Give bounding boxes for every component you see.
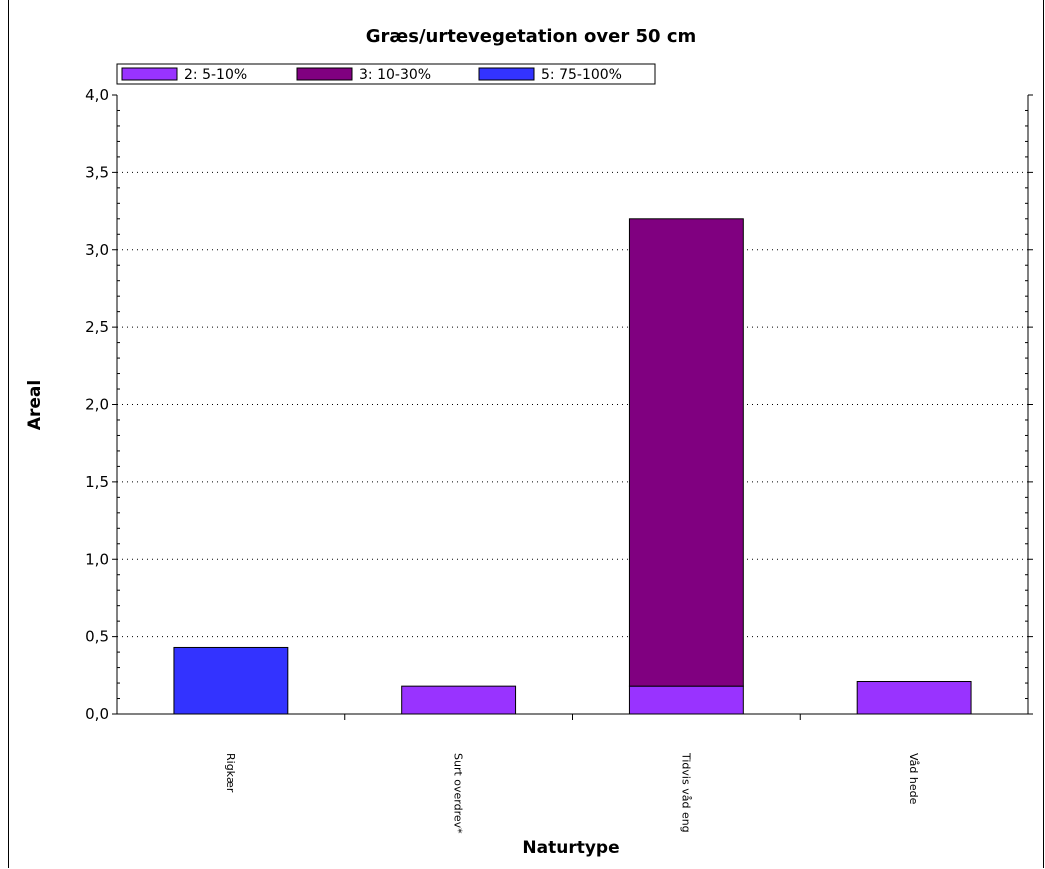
- y-tick-label: 2,0: [85, 396, 109, 414]
- bars: [173, 218, 972, 715]
- bar: [856, 681, 972, 715]
- bar: [628, 218, 744, 687]
- y-tick-label: 1,5: [85, 473, 109, 491]
- y-tick-label: 1,0: [85, 550, 109, 568]
- y-tick-label: 0,5: [85, 628, 109, 646]
- y-tick-label: 2,5: [85, 318, 109, 336]
- legend-swatch: [121, 67, 178, 81]
- grid-lines: [117, 171, 1028, 638]
- bar: [173, 646, 289, 715]
- y-tick-label: 0,0: [85, 705, 109, 723]
- y-axis-title: Areal: [25, 380, 45, 430]
- x-axis-title: Naturtype: [522, 838, 619, 858]
- category-label: Surt overdrev*: [452, 753, 465, 834]
- bar: [628, 685, 744, 715]
- bar: [401, 685, 517, 715]
- category-label: Våd hede: [907, 753, 920, 805]
- legend-swatch: [296, 67, 353, 81]
- y-tick-label: 4,0: [85, 86, 109, 104]
- y-axis: 0,0 0,5 1,0 1,5 2,0 2,5 3,0 3,5 4,0: [85, 86, 1033, 723]
- x-axis: [117, 713, 1028, 720]
- category-labels: Rigkær Surt overdrev* Tidvis våd eng Våd he…: [224, 752, 920, 834]
- chart-frame: [8, 0, 1044, 868]
- category-label: Rigkær: [224, 753, 237, 793]
- y-tick-label: 3,5: [85, 163, 109, 181]
- y-tick-label: 3,0: [85, 241, 109, 259]
- category-label: Tidvis våd eng: [679, 752, 692, 833]
- legend-label: 5: 75-100%: [541, 67, 622, 83]
- chart-title: Græs/urtevegetation over 50 cm: [366, 26, 697, 47]
- legend-label: 3: 10-30%: [359, 67, 431, 83]
- legend-label: 2: 5-10%: [184, 67, 247, 83]
- legend: 2: 5-10% 3: 10-30% 5: 75-100%: [116, 63, 656, 85]
- legend-swatch: [478, 67, 535, 81]
